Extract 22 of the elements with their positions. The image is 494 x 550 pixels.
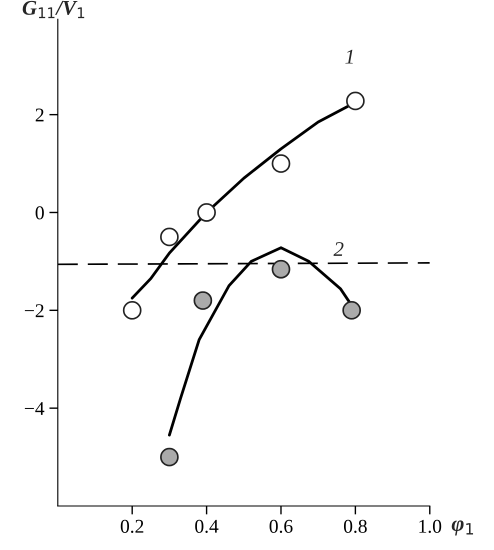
y-tick-label: 0 — [36, 206, 44, 220]
point — [346, 92, 365, 110]
point — [122, 300, 142, 320]
x-tick-label: 1.0 — [419, 520, 442, 533]
point — [272, 154, 290, 173]
y-tick-label: 2 — [36, 108, 44, 122]
x-tick-label: 0.2 — [120, 520, 144, 533]
x-tick-label: 0.6 — [270, 520, 293, 533]
series-label: 1 — [345, 50, 353, 64]
point — [160, 448, 179, 466]
y-axis-title: G$_{11}$/V$_{1}$ — [22, 0, 84, 18]
x-tick-label: 0.8 — [344, 520, 367, 533]
point — [160, 228, 179, 246]
point — [197, 203, 216, 222]
series-label: 2 — [334, 242, 344, 256]
y-tick-label: −4 — [24, 402, 44, 415]
x-axis-title: φ$_{1}$ — [452, 520, 474, 536]
y-tick-label: −2 — [24, 304, 44, 318]
point — [342, 300, 362, 320]
point — [194, 291, 212, 310]
point — [272, 260, 290, 279]
x-tick-label: 0.4 — [195, 520, 218, 533]
